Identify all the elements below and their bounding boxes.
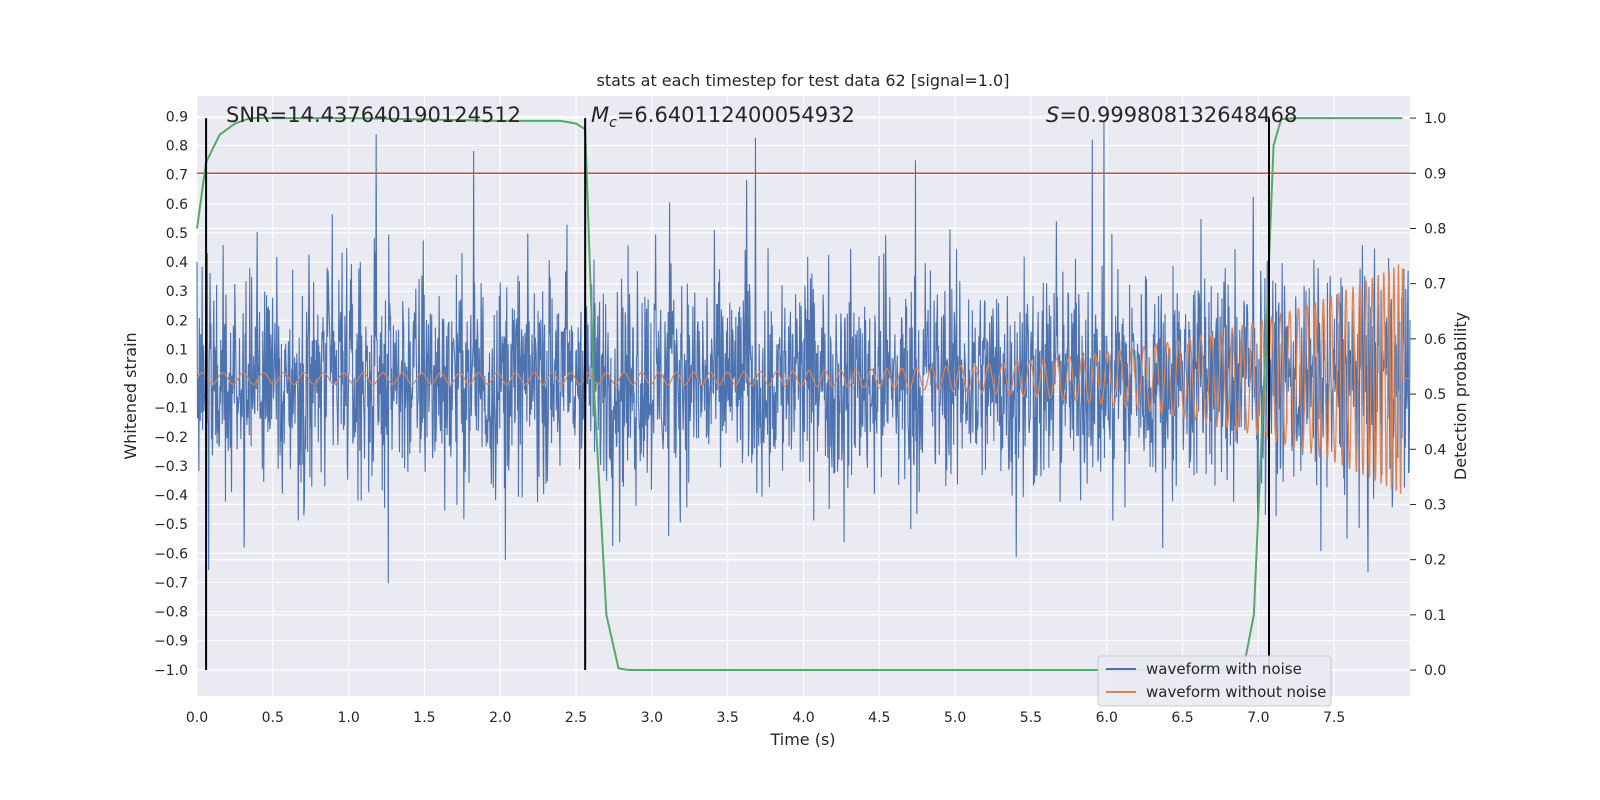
mc-subscript: c <box>609 115 617 131</box>
legend-box <box>1097 655 1332 707</box>
series-waveform-without-noise <box>196 264 1410 494</box>
y-tick-label: −0.9 <box>154 634 188 650</box>
detection-probability-line <box>196 117 1403 672</box>
y-tick-label: −0.7 <box>154 575 188 591</box>
y-tick-label: −0.4 <box>154 488 188 504</box>
legend: waveform with noise waveform without noi… <box>1097 655 1332 707</box>
mc-symbol: M <box>591 103 609 127</box>
y2-tick-label: 0.5 <box>1424 387 1446 403</box>
x-tick-label: 6.5 <box>1171 710 1193 726</box>
y-tick-label: −0.2 <box>154 430 188 446</box>
y-tick-label: 0.8 <box>166 139 188 155</box>
y2-tick-label: 0.0 <box>1424 663 1446 679</box>
x-axis-label: Time (s) <box>769 730 835 749</box>
score-annotation: S=0.999808132648468 <box>1046 103 1297 127</box>
y-tick-label: 0.3 <box>166 284 188 300</box>
x-tick-label: 6.0 <box>1096 710 1118 726</box>
x-tick-label: 1.5 <box>413 710 435 726</box>
y2-tick-label: 0.7 <box>1424 277 1446 293</box>
legend-label-noise: waveform with noise <box>1146 660 1302 678</box>
s-value: =0.999808132648468 <box>1059 103 1297 127</box>
series-waveform-with-noise <box>196 122 1411 584</box>
y-tick-label: 0.5 <box>166 226 188 242</box>
y-tick-label: −0.3 <box>154 459 188 475</box>
y2-tick-label: 0.4 <box>1424 442 1446 458</box>
y-tick-label: 0.0 <box>166 372 188 388</box>
y-tick-label: 0.6 <box>166 197 188 213</box>
y-tick-label: −0.8 <box>154 605 188 621</box>
x-tick-label: 4.0 <box>792 710 814 726</box>
y-tick-label: 0.2 <box>166 313 188 329</box>
y-tick-label: 0.7 <box>166 168 188 184</box>
waveform-without-noise-line <box>196 264 1410 494</box>
y-tick-label: −0.5 <box>154 517 188 533</box>
y2-tick-label: 0.3 <box>1424 497 1446 513</box>
x-tick-label: 0.5 <box>262 710 284 726</box>
y2-tick-label: 0.9 <box>1424 166 1446 182</box>
x-tick-label: 7.5 <box>1323 710 1345 726</box>
y-tick-label: 0.9 <box>166 109 188 125</box>
x-tick-label: 7.0 <box>1247 710 1269 726</box>
y-tick-label: −0.1 <box>154 401 188 417</box>
snr-annotation: SNR=14.437640190124512 <box>226 103 521 127</box>
y-tick-label: 0.1 <box>166 342 188 358</box>
x-tick-label: 4.5 <box>868 710 890 726</box>
vertical-markers <box>205 118 1270 671</box>
x-tick-label: 5.0 <box>944 710 966 726</box>
chart-title: stats at each timestep for test data 62 … <box>597 71 1010 90</box>
tick-labels: 0.0 0.5 1.0 1.5 2.0 2.5 3.0 3.5 4.0 4.5 5.0 5.5 6.0 6… <box>154 109 1446 726</box>
y2-tick-label: 1.0 <box>1424 111 1446 127</box>
x-tick-label: 2.5 <box>565 710 587 726</box>
chirp-mass-annotation: Mc=6.640112400054932 <box>591 103 855 131</box>
x-tick-label: 5.5 <box>1020 710 1042 726</box>
mc-value: =6.640112400054932 <box>617 103 855 127</box>
y2-tick-label: 0.2 <box>1424 553 1446 569</box>
x-tick-label: 0.0 <box>186 710 208 726</box>
y2-axis-label: Detection probability <box>1451 312 1470 480</box>
x-tick-label: 3.0 <box>641 710 663 726</box>
s-symbol: S <box>1046 103 1059 127</box>
y-tick-label: 0.4 <box>166 255 188 271</box>
x-tick-label: 1.0 <box>337 710 359 726</box>
legend-label-clean: waveform without noise <box>1146 683 1326 701</box>
waveform-with-noise-line <box>196 122 1411 584</box>
y-axis-label: Whitened strain <box>121 332 140 459</box>
y-tick-label: −1.0 <box>154 663 188 679</box>
series-detection-probability <box>196 117 1410 672</box>
y-tick-label: −0.6 <box>154 546 188 562</box>
x-tick-label: 2.0 <box>489 710 511 726</box>
x-tick-label: 3.5 <box>717 710 739 726</box>
y2-tick-label: 0.1 <box>1424 608 1446 624</box>
y2-tick-label: 0.6 <box>1424 332 1446 348</box>
y2-tick-label: 0.8 <box>1424 221 1446 237</box>
